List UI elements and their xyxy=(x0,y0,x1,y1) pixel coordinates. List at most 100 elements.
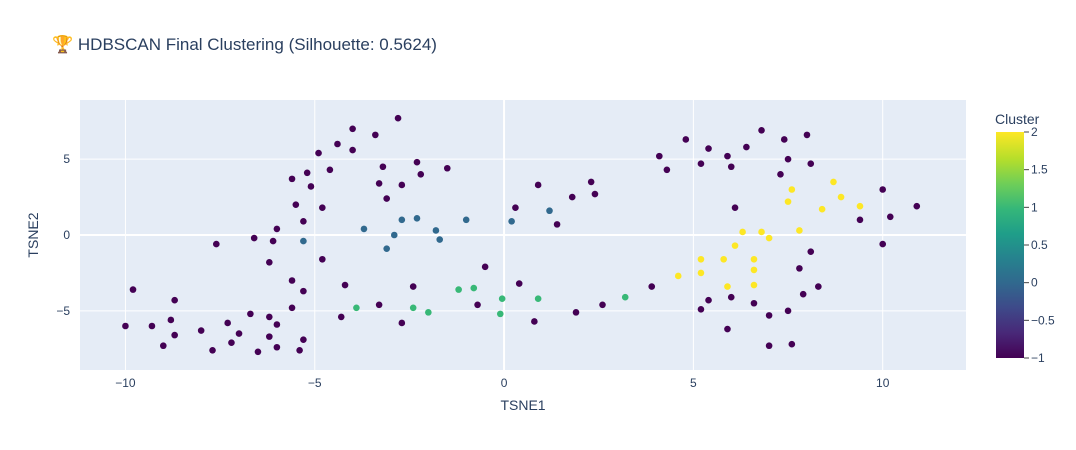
data-point xyxy=(784,307,792,315)
data-point xyxy=(587,178,595,186)
data-point xyxy=(799,290,807,298)
data-point xyxy=(269,237,277,245)
data-point xyxy=(288,277,296,284)
data-point xyxy=(663,166,671,174)
data-points xyxy=(122,114,921,356)
data-point xyxy=(247,310,254,318)
data-point xyxy=(599,301,606,309)
data-point xyxy=(213,240,220,248)
data-point xyxy=(288,175,296,183)
data-point xyxy=(129,286,137,293)
data-point xyxy=(303,169,311,177)
data-point xyxy=(432,227,440,234)
data-point xyxy=(409,283,417,290)
data-point xyxy=(830,178,837,186)
data-point xyxy=(315,149,322,157)
data-point xyxy=(553,221,561,228)
data-point xyxy=(394,114,402,122)
y-axis-ticks: −5 0 5 xyxy=(56,152,70,318)
data-point xyxy=(656,152,663,160)
data-point xyxy=(266,313,273,321)
data-point xyxy=(879,240,887,248)
data-point xyxy=(758,228,765,236)
data-point xyxy=(398,216,406,224)
data-point xyxy=(266,333,273,340)
data-point xyxy=(750,299,758,307)
data-point xyxy=(417,171,425,178)
x-tick-label: 0 xyxy=(501,376,508,390)
data-point xyxy=(512,204,519,211)
data-point xyxy=(724,325,731,333)
data-point xyxy=(534,295,542,303)
data-point xyxy=(682,136,690,143)
data-point xyxy=(807,160,815,168)
data-point xyxy=(353,304,360,312)
data-point xyxy=(383,245,390,252)
data-point xyxy=(349,125,356,133)
data-point xyxy=(273,225,281,233)
data-point xyxy=(777,171,784,178)
data-point xyxy=(674,272,682,280)
x-tick-label: 5 xyxy=(690,376,697,390)
data-point xyxy=(443,164,451,172)
data-point xyxy=(837,193,845,201)
x-axis-ticks: −10 −5 0 5 10 xyxy=(115,376,889,390)
data-point xyxy=(765,234,773,242)
y-tick-label: 5 xyxy=(63,152,70,166)
data-point xyxy=(398,181,406,189)
data-point xyxy=(228,339,235,346)
data-point xyxy=(273,343,281,351)
colorbar-tick-label: −1 xyxy=(1031,351,1045,365)
colorbar-ticks: 2 1.5 1 0.5 0 −0.5 −1 xyxy=(1024,125,1055,365)
data-point xyxy=(455,286,462,293)
data-point xyxy=(856,216,864,224)
data-point xyxy=(292,201,300,208)
data-point xyxy=(319,255,326,263)
data-point xyxy=(224,319,231,327)
data-point xyxy=(319,204,326,211)
data-point xyxy=(750,266,758,274)
colorbar-tick-label: −0.5 xyxy=(1031,313,1055,327)
data-point xyxy=(300,336,307,343)
data-point xyxy=(705,296,712,304)
data-point xyxy=(288,304,296,312)
data-point xyxy=(697,306,705,313)
data-point xyxy=(349,146,356,154)
data-point xyxy=(254,348,262,356)
data-point xyxy=(780,136,788,143)
colorbar xyxy=(996,132,1024,358)
data-point xyxy=(515,280,523,287)
data-point xyxy=(383,195,390,202)
data-point xyxy=(739,228,746,236)
data-point xyxy=(122,322,129,330)
data-point xyxy=(266,259,273,266)
data-point xyxy=(171,331,178,339)
data-point xyxy=(413,215,421,222)
data-point xyxy=(300,287,307,295)
data-point xyxy=(784,198,792,205)
data-point xyxy=(296,346,303,354)
data-point xyxy=(470,284,478,292)
data-point xyxy=(300,237,307,245)
data-point xyxy=(409,304,417,312)
data-point xyxy=(209,346,216,354)
data-point xyxy=(572,309,580,316)
data-point xyxy=(720,255,727,263)
data-point xyxy=(750,255,758,263)
data-point xyxy=(496,310,504,318)
data-point xyxy=(758,127,765,134)
data-point xyxy=(171,296,178,304)
data-point xyxy=(621,293,629,301)
data-point xyxy=(390,231,398,239)
data-point xyxy=(307,183,315,190)
data-point xyxy=(300,218,307,225)
x-axis-title: TSNE1 xyxy=(500,397,545,413)
data-point xyxy=(235,330,243,337)
data-point xyxy=(886,213,894,221)
colorbar-tick-label: 1.5 xyxy=(1031,163,1048,177)
data-point xyxy=(796,227,803,234)
x-tick-label: 10 xyxy=(876,376,890,390)
data-point xyxy=(727,293,735,301)
data-point xyxy=(425,309,432,316)
